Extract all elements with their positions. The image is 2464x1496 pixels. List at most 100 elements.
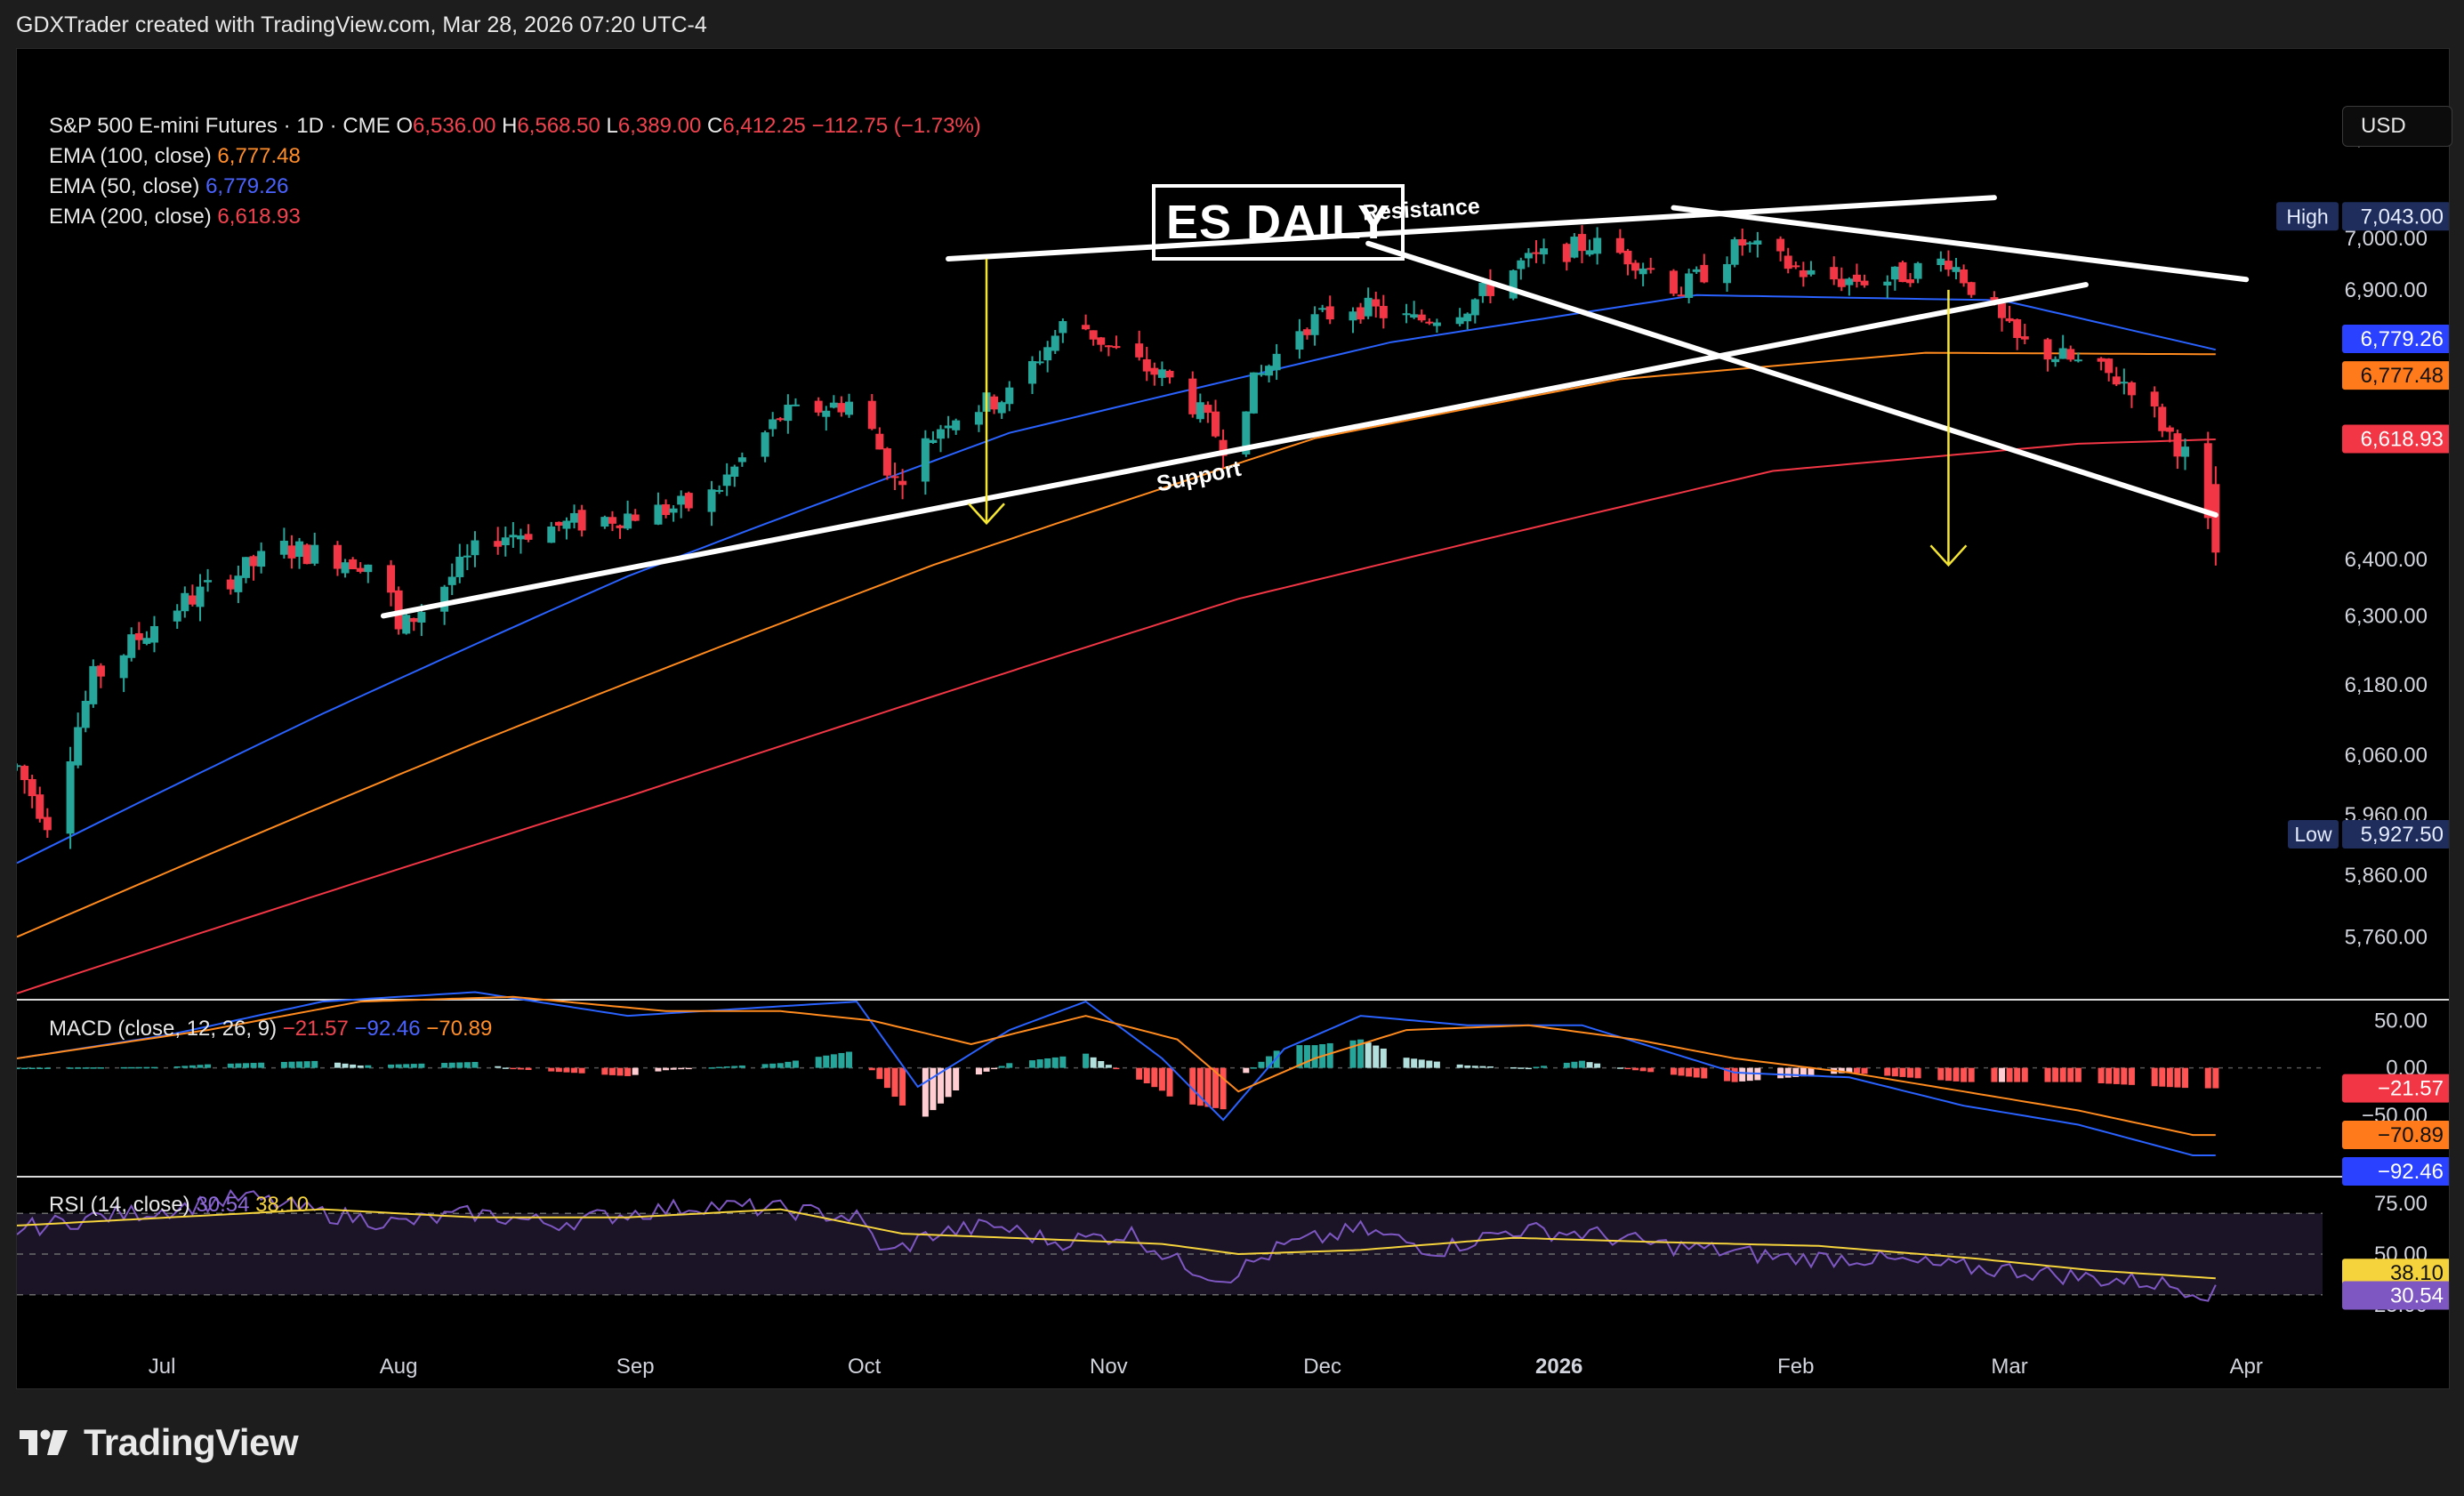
macd-histogram-bar: [2113, 1067, 2120, 1084]
macd-signal-line: [17, 995, 2216, 1137]
macd-histogram-bar: [708, 1067, 715, 1069]
candle-body: [66, 761, 75, 834]
macd-histogram-bar: [1029, 1060, 1036, 1068]
candle-body: [1647, 268, 1655, 270]
candle-body: [1623, 250, 1632, 265]
candle-body: [715, 489, 724, 492]
candle-body: [829, 402, 838, 408]
ema200-label[interactable]: EMA (200, close): [49, 205, 212, 229]
macd-histogram-bar: [2014, 1067, 2021, 1082]
candle-body: [1310, 314, 1319, 335]
macd-histogram-bar: [410, 1064, 417, 1068]
candle-body: [1379, 305, 1388, 318]
macd-histogram-bar: [1907, 1067, 1914, 1078]
candle-body: [181, 592, 189, 612]
candle-body: [364, 564, 373, 573]
candle-body: [776, 418, 785, 421]
macd-histogram-bar: [227, 1063, 234, 1068]
macd-histogram-bar: [303, 1061, 310, 1068]
price-value-label: 6,779.26: [2361, 327, 2444, 351]
candle-body: [1204, 405, 1212, 414]
price-value-badge: [2342, 1157, 2449, 1186]
candle-body: [1937, 258, 1945, 266]
symbol-title[interactable]: S&P 500 E-mini Futures · 1D · CME: [49, 114, 391, 138]
candle-body: [1799, 269, 1808, 277]
candle-body: [471, 540, 479, 556]
macd-histogram-bar: [1464, 1065, 1471, 1068]
trendline[interactable]: [1671, 205, 2250, 283]
rsi-line: [17, 1188, 2217, 1302]
macd-histogram-bar: [456, 1062, 463, 1068]
candle-body: [730, 466, 739, 477]
candle-body: [127, 634, 136, 658]
trendline[interactable]: [1365, 240, 2218, 518]
currency-selector[interactable]: USD: [2342, 106, 2452, 147]
macd-histogram-bar: [1365, 1042, 1372, 1068]
macd-histogram-bar: [1724, 1067, 1731, 1082]
low-value: 6,389.00: [617, 114, 702, 138]
candle-body: [1150, 367, 1159, 375]
candle-body: [2165, 427, 2174, 432]
ema50-value: 6,779.26: [205, 174, 289, 198]
macd-histogram-bar: [471, 1061, 479, 1068]
macd-histogram-bar: [1403, 1058, 1410, 1068]
price-value-label: 5,927.50: [2361, 823, 2444, 847]
macd-histogram-bar: [235, 1063, 242, 1068]
candle-body: [1960, 269, 1969, 284]
ema50-label[interactable]: EMA (50, close): [49, 174, 200, 198]
candle-body: [1097, 337, 1106, 345]
macd-value-badge: −70.89: [2342, 1121, 2449, 1150]
macd-histogram-bar: [36, 1067, 44, 1069]
candle-body: [89, 665, 98, 704]
macd-histogram-bar: [1090, 1057, 1097, 1068]
candle-body: [1051, 335, 1059, 351]
candle-body: [1906, 279, 1915, 284]
candle-body: [616, 525, 624, 528]
macd-histogram-bar: [2098, 1067, 2105, 1083]
macd-histogram-bar: [716, 1066, 723, 1069]
candle-body: [1890, 266, 1899, 280]
support-trendline[interactable]: [380, 282, 2089, 619]
price-axis-tick: 6,060.00: [2345, 744, 2428, 768]
macd-histogram-bar: [1471, 1066, 1478, 1068]
macd-histogram-bar: [1578, 1060, 1585, 1068]
macd-histogram-bar: [838, 1052, 845, 1068]
macd-histogram-bar: [1296, 1045, 1303, 1068]
price-badge: Low 5,927.50: [2288, 819, 2449, 849]
macd-histogram-bar: [1731, 1067, 1738, 1082]
candle-body: [1249, 372, 1258, 414]
candle-body: [1509, 269, 1518, 299]
candle-body: [28, 778, 36, 797]
rsi-legend-label[interactable]: RSI (14, close): [49, 1193, 190, 1217]
macd-histogram-bar: [1686, 1067, 1693, 1077]
candle-body: [17, 765, 21, 768]
macd-histogram-bar: [1777, 1067, 1784, 1079]
macd-legend-label[interactable]: MACD (close, 12, 26, 9): [49, 1017, 278, 1041]
macd-histogram-bar: [601, 1067, 608, 1075]
price-value-label: −92.46: [2378, 1160, 2444, 1184]
candle-body: [1417, 314, 1426, 321]
macd-histogram-bar: [998, 1066, 1005, 1068]
candle-body: [722, 474, 731, 487]
macd-histogram-bar: [2106, 1067, 2113, 1084]
resistance-trendline[interactable]: [946, 195, 1997, 262]
ema100-label[interactable]: EMA (100, close): [49, 144, 212, 168]
candle-body: [356, 567, 365, 572]
candle-body: [1517, 260, 1526, 269]
macd-histogram-bar: [525, 1067, 532, 1071]
price-legend: S&P 500 E-mini Futures · 1D · CME O6,536…: [49, 111, 981, 232]
tradingview-brand[interactable]: TradingView: [18, 1420, 299, 1466]
macd-histogram-bar: [670, 1067, 677, 1070]
macd-hist-value: −21.57: [282, 1017, 349, 1041]
time-axis-tick: Oct: [848, 1355, 882, 1379]
macd-histogram-bar: [2128, 1067, 2135, 1085]
candle-body: [1845, 278, 1854, 286]
candle-body: [822, 410, 831, 417]
candle-body: [1028, 361, 1037, 384]
candle-body: [684, 493, 693, 509]
macd-histogram-bar: [311, 1060, 318, 1068]
candle-body: [1677, 294, 1686, 297]
candle-body: [1852, 274, 1861, 282]
